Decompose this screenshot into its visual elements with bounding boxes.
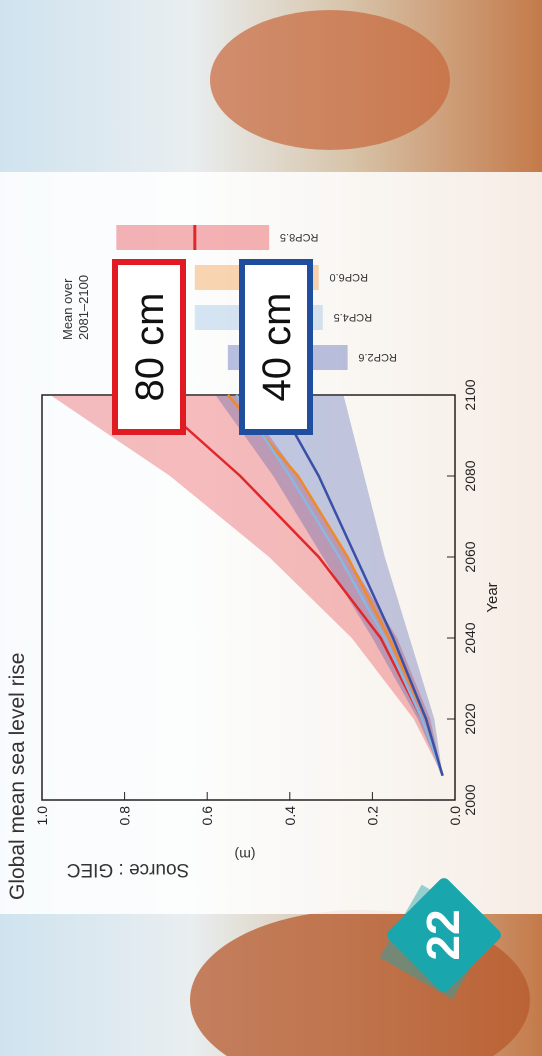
x-tick-label: 2060 (462, 541, 478, 572)
y-axis-label: (m) (235, 847, 256, 863)
x-axis-label: Year (484, 582, 501, 612)
y-tick-label: 0.0 (447, 806, 463, 826)
x-tick-label: 2020 (462, 703, 478, 734)
page: Global mean sea level rise 0.0 0.2 0.4 0.6 0.… (0, 0, 542, 1056)
x-tick-label: 2040 (462, 622, 478, 653)
badge-number: 22 (417, 909, 469, 960)
legend-label: RCP2.6 (358, 351, 397, 363)
rock (210, 10, 450, 150)
chart-title: Global mean sea level rise (6, 653, 29, 900)
x-tick-label: 2000 (462, 784, 478, 815)
annotation: 40 cm (255, 293, 299, 402)
y-tick-label: 1.0 (34, 806, 50, 826)
legend-title-line: 2081–2100 (76, 275, 91, 340)
slide: Global mean sea level rise 0.0 0.2 0.4 0.6 0.… (0, 0, 542, 1056)
annotation: 80 cm (128, 293, 172, 402)
y-tick-label: 0.8 (117, 806, 133, 826)
source: Source : GIEC (67, 859, 190, 880)
legend-title: Mean over2081–2100 (60, 275, 91, 340)
legend-label: RCP6.0 (329, 271, 368, 283)
range-bar (116, 225, 269, 250)
x-tick-label: 2100 (462, 379, 478, 410)
legend-label: RCP8.5 (280, 231, 319, 243)
x-tick-label: 2080 (462, 460, 478, 491)
y-tick-label: 0.6 (199, 806, 215, 826)
y-tick-label: 0.4 (282, 806, 298, 826)
y-tick-label: 0.2 (364, 806, 380, 826)
legend-label: RCP4.5 (334, 311, 373, 323)
legend-title-line: Mean over (60, 278, 75, 340)
